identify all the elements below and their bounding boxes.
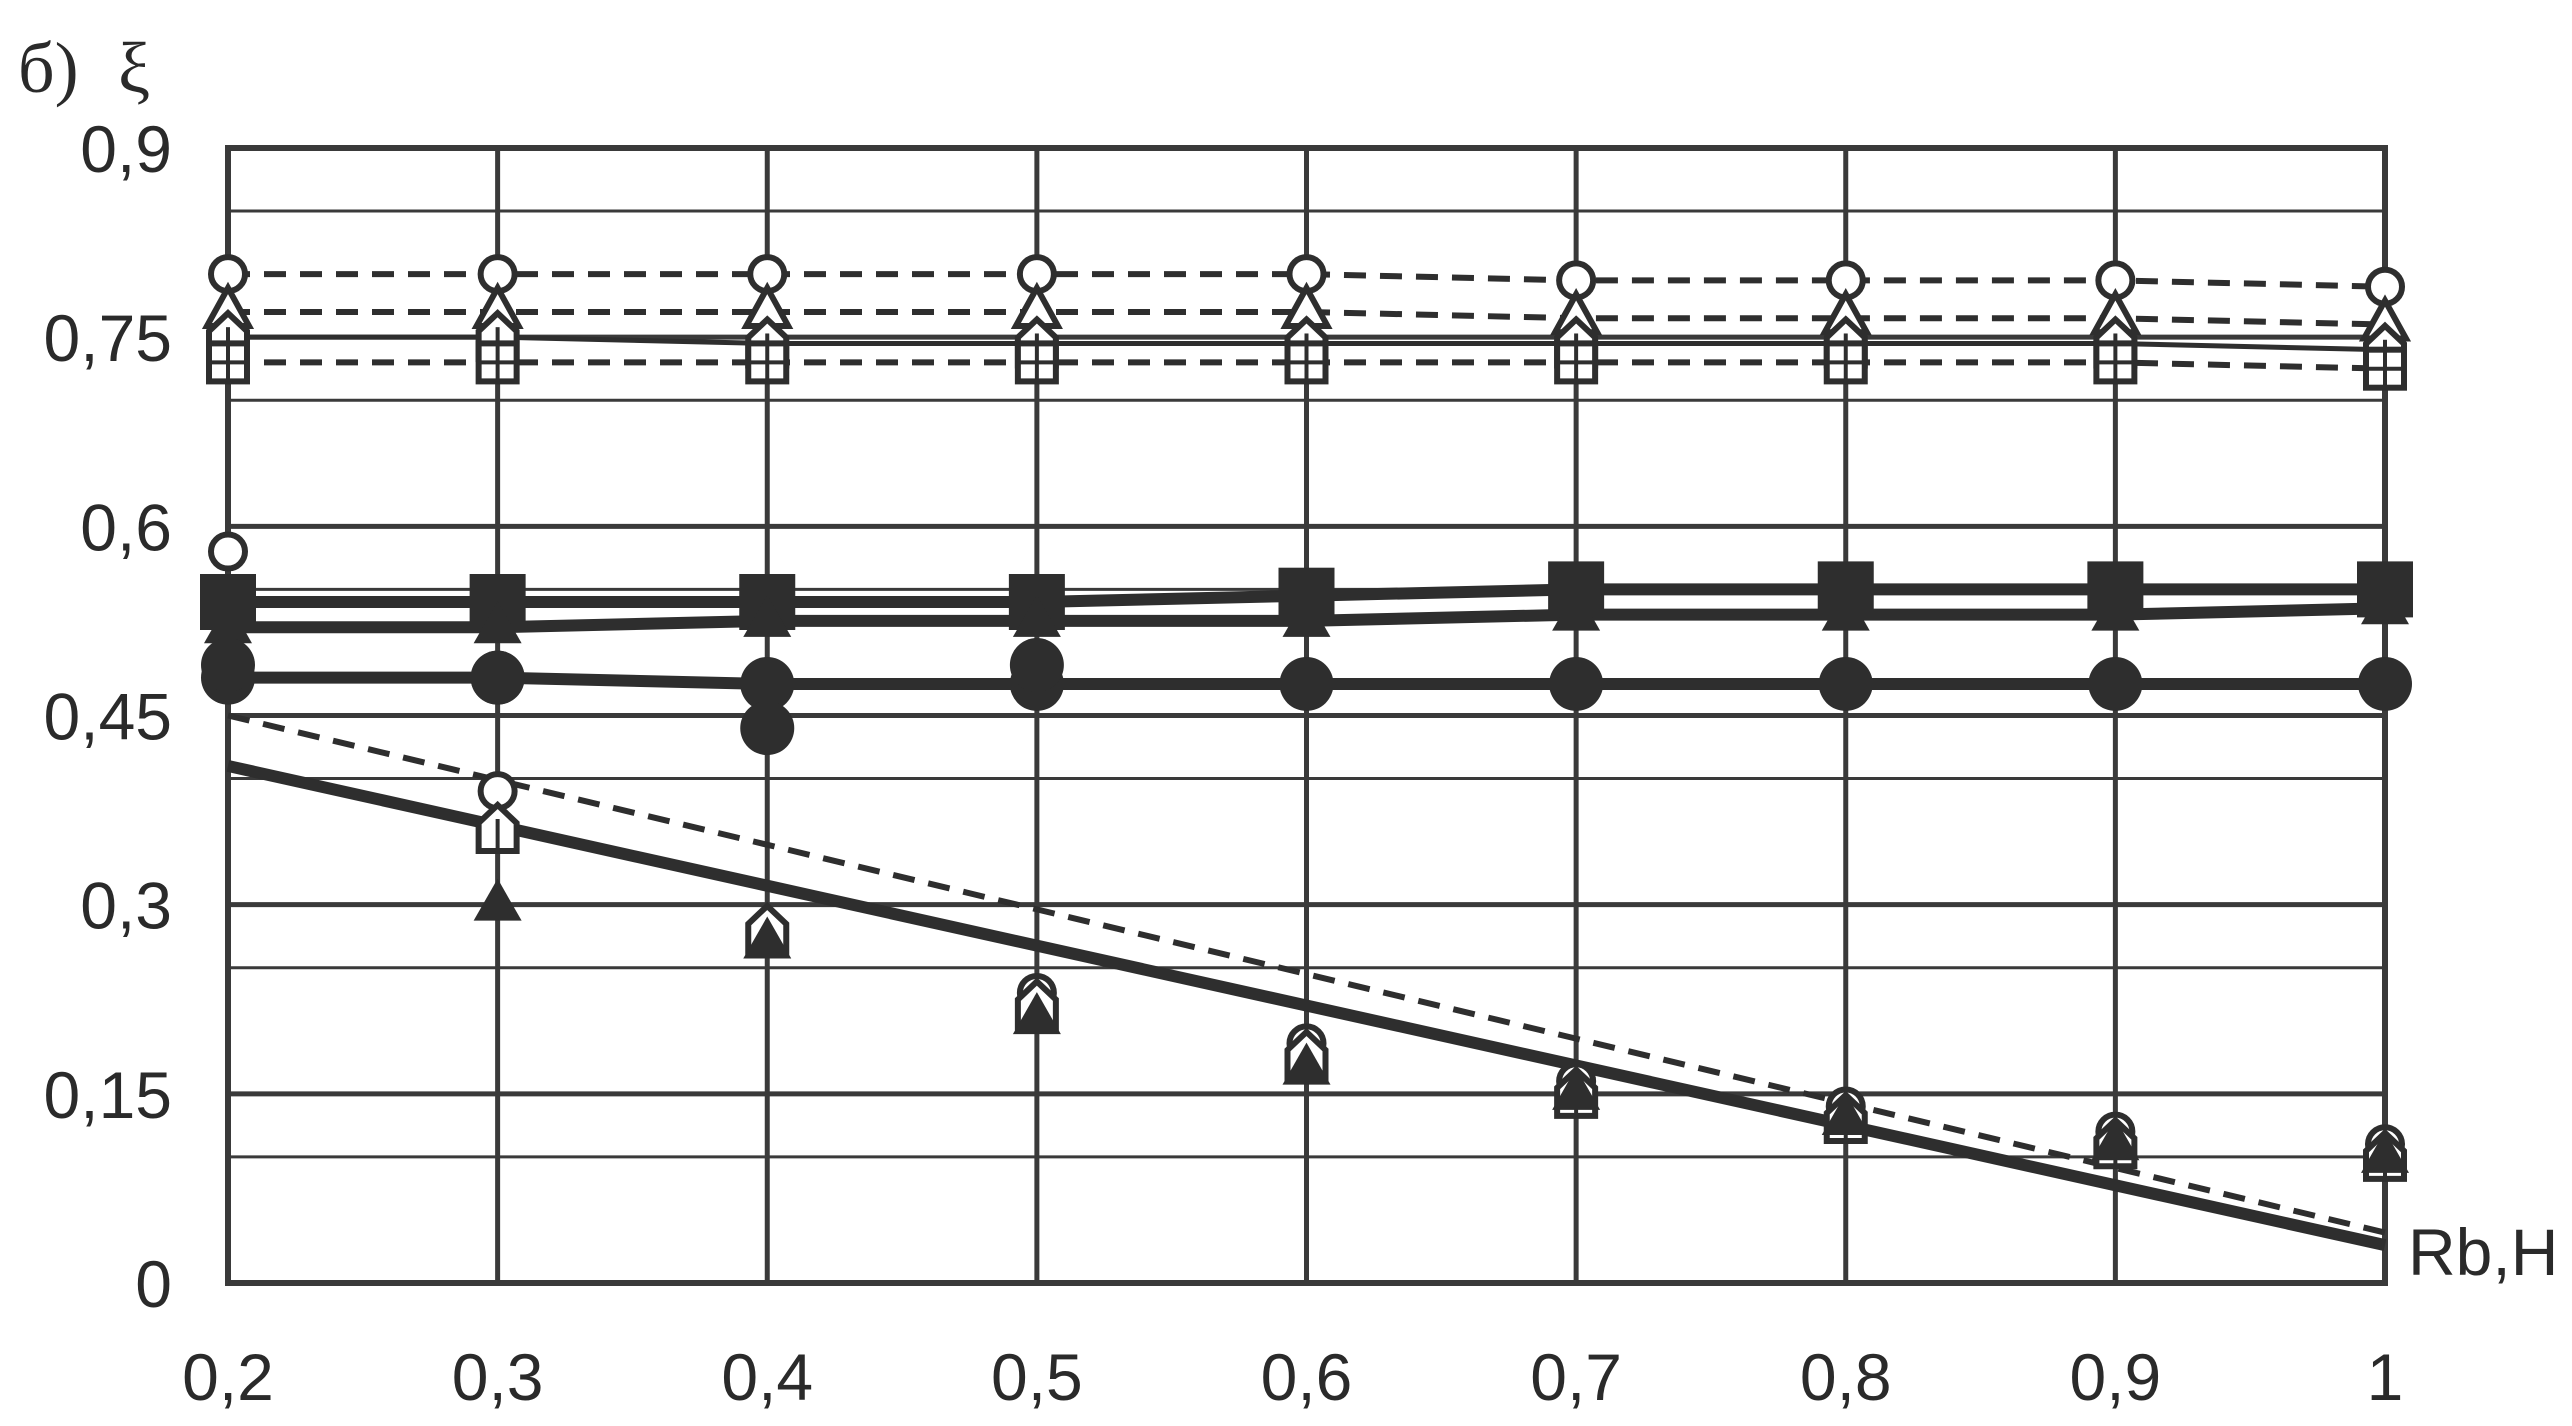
- series-5-point-4-shape: [1282, 594, 1331, 637]
- series-7-point-2: [740, 701, 795, 756]
- series-6-point-8-shape: [2358, 656, 2412, 711]
- series-line-11: [227, 712, 2386, 1236]
- series-5-point-3-shape: [1012, 594, 1061, 637]
- series-10-point-8-shape: [2361, 1130, 2409, 1173]
- series-6-point-7-shape: [2088, 656, 2143, 711]
- series-5-point-6-shape: [1821, 588, 1870, 631]
- series-10-point-6-shape: [1821, 1093, 1870, 1136]
- y-tick-label-1: 0,15: [44, 1058, 172, 1132]
- series-3-point-8: [2363, 346, 2407, 391]
- series-5-point-1: [473, 601, 522, 644]
- series-10-point-4-shape: [1282, 1042, 1331, 1085]
- x-tick-label-8: 1: [2367, 1340, 2404, 1414]
- series-5-point-0-shape: [204, 601, 252, 644]
- series-10-point-1-shape: [473, 878, 522, 921]
- series-5-point-8: [2361, 582, 2409, 625]
- y-tick-label-6: 0,9: [80, 112, 172, 186]
- x-tick-label-4: 0,6: [1261, 1340, 1353, 1414]
- y-axis-label: ξ: [118, 28, 150, 108]
- series-3-point-4: [1284, 340, 1329, 385]
- series-10-point-5-shape: [1552, 1067, 1601, 1110]
- series-5-point-7-shape: [2091, 588, 2140, 631]
- series-9-point-1: [475, 800, 520, 854]
- series-7-point-3-shape: [1009, 638, 1064, 693]
- series-5-point-7: [2091, 588, 2140, 631]
- series-line-12: [226, 760, 2387, 1252]
- x-tick-label-3: 0,5: [991, 1340, 1083, 1414]
- series-6-point-7: [2088, 656, 2143, 711]
- series-10-point-3-shape: [1012, 992, 1061, 1035]
- series-10-point-2-shape: [743, 916, 792, 959]
- series-3-point-0: [206, 340, 250, 385]
- series-7-point-0: [201, 638, 255, 693]
- series-7-point-3: [1009, 638, 1064, 693]
- x-tick-label-7: 0,9: [2070, 1340, 2162, 1414]
- series-10-point-4: [1282, 1042, 1331, 1085]
- series-6-point-6: [1818, 656, 1873, 711]
- series-3-point-5: [1554, 340, 1599, 385]
- series-3-point-1: [475, 340, 520, 385]
- series-7-point-0-shape: [201, 638, 255, 693]
- series-5-point-8-shape: [2361, 582, 2409, 625]
- series-10-point-7: [2091, 1118, 2140, 1161]
- series-6-point-2-shape: [740, 656, 795, 711]
- series-8-point-0-shape: [208, 531, 248, 572]
- panel-label: б): [18, 28, 79, 108]
- series-5-point-6: [1821, 588, 1870, 631]
- series-5-point-2: [743, 594, 792, 637]
- series-10-point-8: [2361, 1130, 2409, 1173]
- x-tick-label-2: 0,4: [721, 1340, 813, 1414]
- marker-layer: [200, 254, 2413, 1182]
- y-tick-label-3: 0,45: [44, 680, 172, 754]
- series-10-point-5: [1552, 1067, 1601, 1110]
- series-6-point-6-shape: [1818, 656, 1873, 711]
- series-7-point-1-shape: [470, 650, 525, 705]
- series-10-point-6: [1821, 1093, 1870, 1136]
- series-5-point-4: [1282, 594, 1331, 637]
- y-tick-label-2: 0,3: [80, 869, 172, 943]
- series-6-point-5: [1549, 656, 1604, 711]
- series-3-point-6: [1823, 340, 1868, 385]
- series-6-point-4: [1279, 656, 1334, 711]
- series-6-point-4-shape: [1279, 656, 1334, 711]
- series-10-point-7-shape: [2091, 1118, 2140, 1161]
- x-axis-label: Rb,H: [2408, 1215, 2558, 1289]
- series-8-point-0: [208, 531, 248, 572]
- x-tick-label-6: 0,8: [1800, 1340, 1892, 1414]
- series-5-point-2-shape: [743, 594, 792, 637]
- series-7-point-1: [470, 650, 525, 705]
- series-5-point-3: [1012, 594, 1061, 637]
- y-tick-label-4: 0,6: [80, 490, 172, 564]
- series-3-point-7: [2093, 340, 2138, 385]
- y-tick-label-5: 0,75: [44, 301, 172, 375]
- tick-labels: 0,2 0,3 0,4 0,5 0,6 0,7 0,8 0,9 1 0 0,15 0,3 0,45 0,6…: [44, 112, 2404, 1414]
- series-6-point-5-shape: [1549, 656, 1604, 711]
- series-5-point-5: [1552, 588, 1601, 631]
- y-tick-label-0: 0: [135, 1247, 172, 1321]
- series-10-point-3: [1012, 992, 1061, 1035]
- series-3-point-3: [1014, 340, 1059, 385]
- x-tick-label-0: 0,2: [182, 1340, 274, 1414]
- x-tick-label-1: 0,3: [452, 1340, 544, 1414]
- series-3-point-2: [745, 340, 790, 385]
- series-6-point-8: [2358, 656, 2412, 711]
- series-10-point-2: [743, 916, 792, 959]
- series-5-point-1-shape: [473, 601, 522, 644]
- series-6-point-2: [740, 656, 795, 711]
- series-7-point-2-shape: [740, 701, 795, 756]
- series-5-point-5-shape: [1552, 588, 1601, 631]
- x-tick-label-5: 0,7: [1530, 1340, 1622, 1414]
- series-10-point-1: [473, 878, 522, 921]
- series-5-point-0: [204, 601, 252, 644]
